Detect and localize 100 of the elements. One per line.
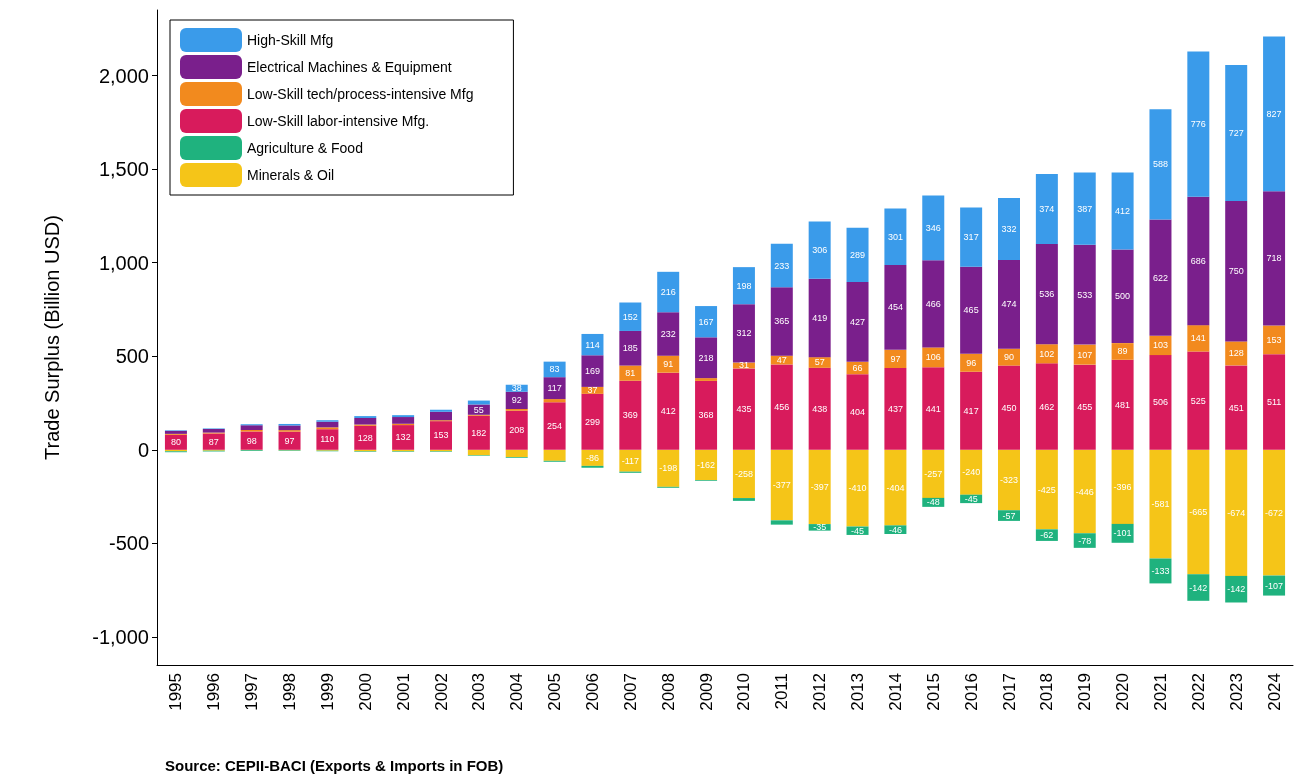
data-label: 87 [208,436,219,447]
x-tick-label: 2022 [1188,673,1208,711]
data-label: 110 [320,434,335,445]
data-label: 511 [1266,396,1282,407]
data-label: 141 [1190,333,1206,344]
data-label: 96 [966,357,977,368]
data-label: 289 [850,249,866,260]
x-tick-label: 2002 [431,673,451,711]
x-tick-label: 1996 [204,673,224,711]
x-tick-label: 1999 [317,673,337,711]
data-label: 55 [473,404,484,415]
data-label: -62 [1040,530,1054,541]
data-label: 97 [890,353,901,364]
x-tick-label: 2001 [393,673,413,711]
data-label: 301 [887,231,903,242]
data-label: 588 [1152,159,1168,170]
data-label: -45 [964,493,978,504]
data-label: -410 [848,483,867,494]
data-label: 374 [1039,203,1055,214]
data-label: 299 [584,416,600,427]
data-label: 622 [1152,272,1168,283]
data-label: -258 [734,468,753,479]
data-label: 233 [774,260,790,271]
data-label: 686 [1190,255,1206,266]
y-tick-label: 1,500 [98,158,149,181]
data-label: 455 [1077,402,1093,413]
data-label: 167 [698,316,714,327]
data-label: -377 [772,480,791,491]
data-label: -446 [1075,486,1094,497]
data-label: -425 [1037,484,1056,495]
legend-label: Electrical Machines & Equipment [247,59,452,75]
data-label: 481 [1115,399,1131,410]
x-tick-label: 1995 [166,673,186,711]
data-label: 776 [1190,119,1206,130]
x-tick-label: 2006 [582,673,602,711]
data-label: 437 [887,403,903,414]
data-label: 152 [622,311,638,322]
y-tick-label: 2,000 [98,64,149,87]
data-label: 117 [547,383,562,394]
legend-label: Low-Skill tech/process-intensive Mfg [247,86,474,102]
x-tick-label: 2024 [1264,673,1284,711]
x-tick-label: 1997 [242,673,262,711]
data-label: 83 [549,364,560,375]
data-label: 451 [1228,402,1244,413]
x-tick-label: 2014 [885,673,905,711]
data-label: -48 [926,497,940,508]
data-label: 57 [814,357,825,368]
x-tick-label: 2012 [810,673,830,711]
data-label: 750 [1228,266,1244,277]
data-label: 169 [584,366,600,377]
data-label: 132 [395,432,411,443]
x-tick-label: 2011 [772,673,792,710]
data-label: 474 [1001,299,1017,310]
data-label: -45 [851,525,865,536]
data-label: 107 [1077,349,1093,360]
data-label: -35 [813,522,827,533]
data-label: -581 [1151,499,1170,510]
data-label: 727 [1228,128,1244,139]
data-label: 533 [1077,289,1093,300]
data-label: 438 [812,403,828,414]
data-label: 346 [925,222,941,233]
data-label: 89 [1117,346,1128,357]
data-label: 216 [660,287,676,298]
data-label: 456 [774,402,790,413]
data-label: -397 [810,481,829,492]
data-label: 90 [1003,352,1015,363]
legend-label: High-Skill Mfg [247,32,334,48]
y-tick-label: 500 [115,345,149,368]
y-tick-label: 0 [137,438,149,461]
data-label: -78 [1078,535,1092,546]
data-label: 466 [925,298,941,309]
x-tick-label: 2015 [923,673,943,711]
data-label: 441 [925,403,941,414]
data-label: 182 [471,427,487,438]
x-tick-label: 2009 [696,673,716,711]
data-label: -86 [585,452,599,463]
x-tick-label: 2004 [507,673,527,711]
data-label: 208 [509,425,525,436]
legend-label: Minerals & Oil [247,167,335,183]
data-label: -198 [659,463,678,474]
data-label: 500 [1115,291,1131,302]
data-label: 312 [736,328,752,339]
data-label: 317 [963,232,979,243]
data-label: 536 [1039,289,1055,300]
data-label: 827 [1266,108,1282,119]
data-label: -46 [888,524,902,535]
data-label: 387 [1077,203,1093,214]
data-label: 506 [1152,397,1168,408]
data-label: 185 [622,343,638,354]
data-label: 218 [698,352,714,363]
x-tick-label: 2023 [1226,673,1246,711]
data-label: 31 [738,360,749,371]
data-label: 92 [511,395,522,406]
data-label: 369 [622,410,638,421]
x-tick-label: 2019 [1075,673,1095,711]
data-label: 38 [511,383,522,394]
data-label: -133 [1151,565,1170,576]
data-label: 525 [1190,395,1206,406]
data-label: 198 [736,280,752,291]
x-tick-label: 2016 [961,673,981,711]
